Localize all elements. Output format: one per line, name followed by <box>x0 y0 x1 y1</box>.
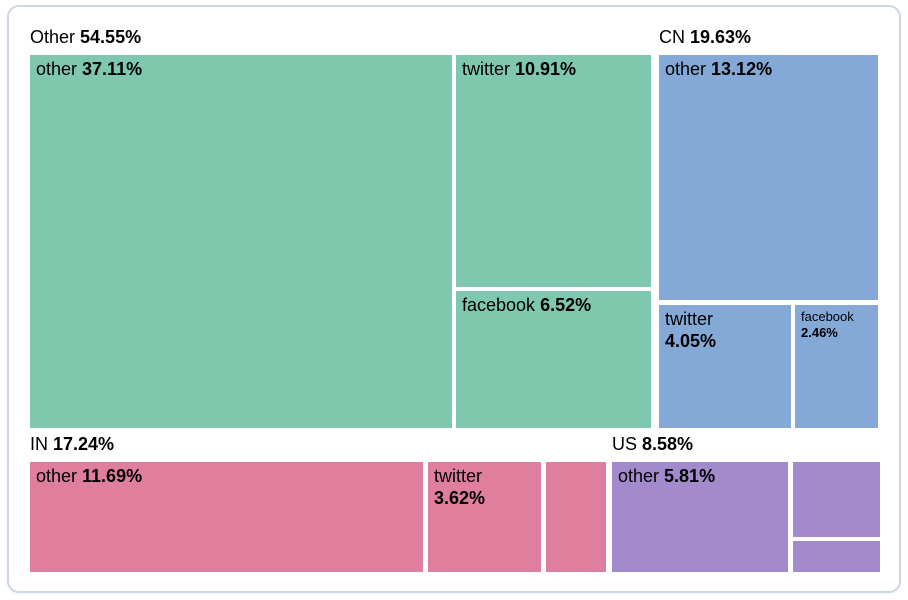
cell-label: twitter <box>434 466 483 486</box>
treemap-cell-cn-facebook[interactable]: facebook 2.46% <box>795 305 878 428</box>
treemap-cell-in-other[interactable]: other 11.69% <box>30 462 423 572</box>
treemap-cell-us-unlabeled-2[interactable] <box>793 541 880 572</box>
group-value: 17.24% <box>53 434 115 454</box>
cell-value: 2.46% <box>801 325 838 340</box>
group-name: IN <box>30 434 54 454</box>
treemap-cell-other-twitter[interactable]: twitter 10.91% <box>456 55 651 287</box>
group-name: CN <box>659 27 690 47</box>
treemap-cell-in-twitter[interactable]: twitter 3.62% <box>428 462 541 572</box>
treemap-cell-in-unlabeled-2[interactable] <box>546 462 606 572</box>
cell-value: 3.62% <box>434 488 486 508</box>
cell-value: 37.11% <box>82 59 143 79</box>
group-value: 8.58% <box>642 434 694 454</box>
cell-label: other <box>665 59 712 79</box>
group-label-other: Other 54.55% <box>30 27 141 47</box>
treemap-cell-other-facebook[interactable]: facebook 6.52% <box>456 291 651 428</box>
cell-label: facebook <box>801 309 854 324</box>
group-label-cn: CN 19.63% <box>659 27 751 47</box>
cell-value: 13.12% <box>711 59 773 79</box>
cell-value: 6.52% <box>540 295 592 315</box>
treemap-cell-cn-twitter[interactable]: twitter 4.05% <box>659 305 791 428</box>
cell-value: 10.91% <box>515 59 577 79</box>
cell-label: other <box>618 466 665 486</box>
group-name: US <box>612 434 643 454</box>
cell-value: 11.69% <box>82 466 143 486</box>
cell-label: other <box>36 466 83 486</box>
cell-label: other <box>36 59 83 79</box>
cell-value: 4.05% <box>665 331 717 351</box>
treemap-cell-us-other[interactable]: other 5.81% <box>612 462 788 572</box>
cell-label: twitter <box>462 59 516 79</box>
treemap-cell-us-unlabeled-1[interactable] <box>793 462 880 537</box>
group-label-us: US 8.58% <box>612 434 693 454</box>
group-value: 19.63% <box>690 27 752 47</box>
treemap-cell-cn-other[interactable]: other 13.12% <box>659 55 878 300</box>
cell-label: twitter <box>665 309 714 329</box>
group-name: Other <box>30 27 81 47</box>
treemap-cell-other-other[interactable]: other 37.11% <box>30 55 452 428</box>
cell-label: facebook <box>462 295 541 315</box>
group-label-in: IN 17.24% <box>30 434 114 454</box>
group-value: 54.55% <box>80 27 142 47</box>
cell-value: 5.81% <box>664 466 716 486</box>
